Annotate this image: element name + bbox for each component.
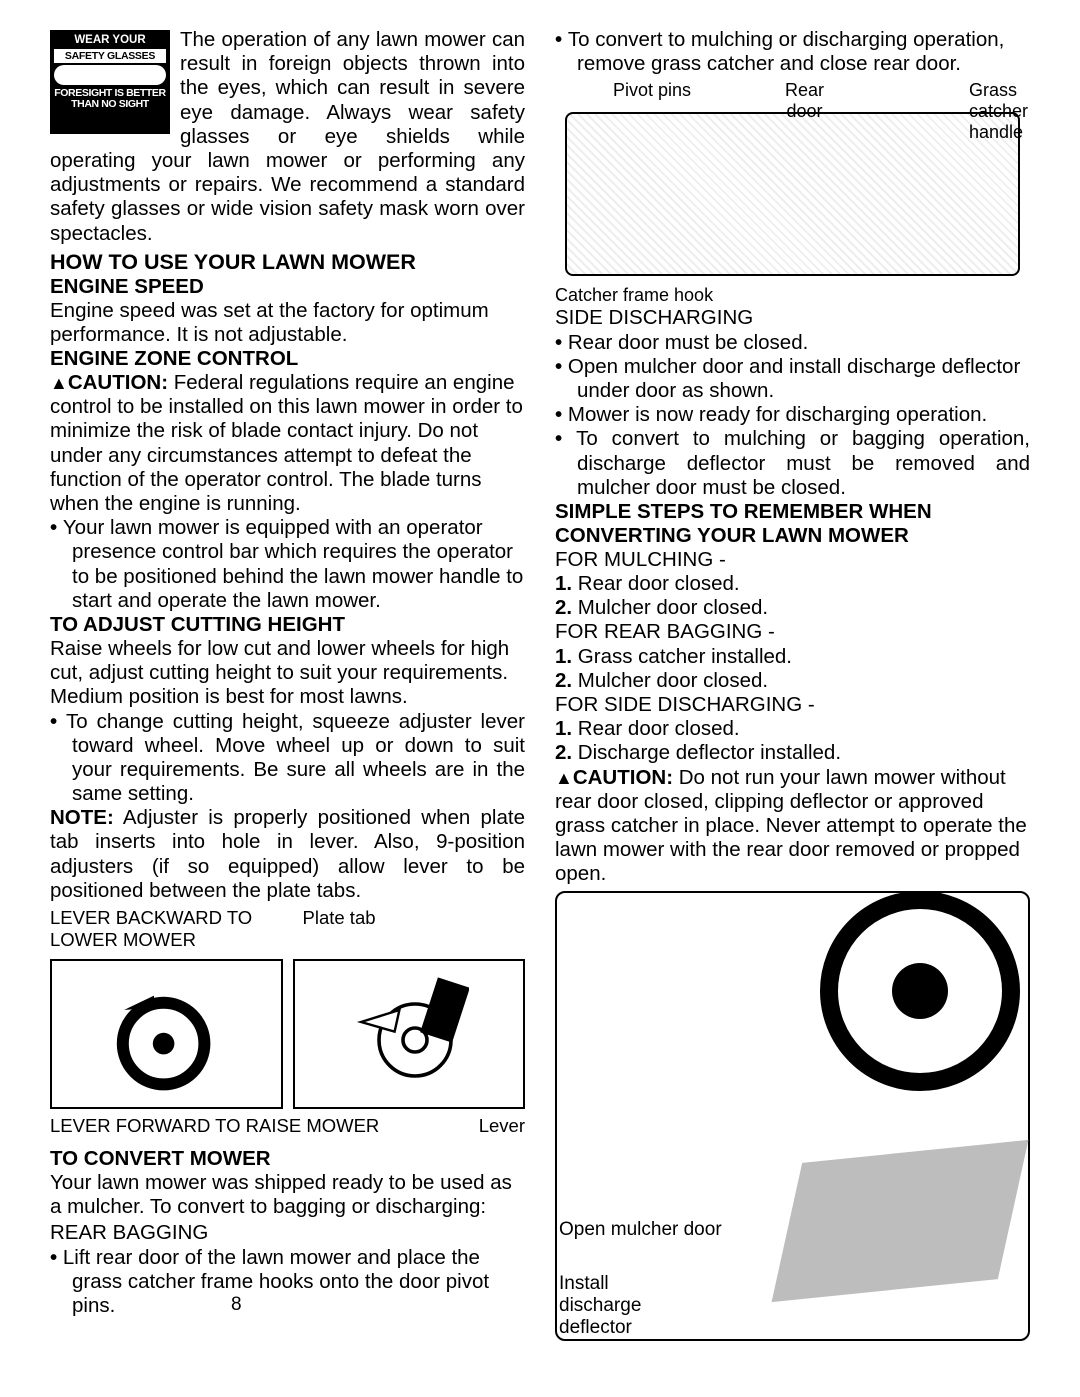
heading-rear-bagging: REAR BAGGING: [50, 1221, 525, 1245]
page-number: 8: [121, 1294, 242, 1315]
heading-for-mulching: FOR MULCHING -: [555, 548, 1030, 572]
figure-wheel-lower: [50, 959, 283, 1109]
heading-engine-zone: ENGINE ZONE CONTROL: [50, 347, 525, 371]
label-plate-tab: Plate tab: [303, 907, 526, 951]
mulch-step-1: Rear door closed.: [555, 572, 1030, 596]
label-catcher-frame-hook: Catcher frame hook: [555, 285, 713, 306]
heading-engine-speed: ENGINE SPEED: [50, 275, 525, 299]
plate-icon: [349, 974, 469, 1094]
heading-for-rear-bagging: FOR REAR BAGGING -: [555, 620, 1030, 644]
label-pivot-pins: Pivot pins: [613, 80, 691, 101]
goggles-icon: [54, 65, 166, 85]
right-top-bullet: To convert to mulching or discharging op…: [555, 28, 1030, 76]
caution-icon: ▲: [555, 768, 573, 788]
figure-discharge-deflector: Open mulcher door Installdischargedeflec…: [555, 891, 1030, 1341]
bottom-caution: ▲CAUTION: Do not run your lawn mower wit…: [555, 766, 1030, 887]
heading-adjust-height: TO ADJUST CUTTING HEIGHT: [50, 613, 525, 637]
caution-icon: ▲: [50, 373, 68, 393]
right-column: To convert to mulching or discharging op…: [555, 28, 1030, 1341]
rearbag-step-2: Mulcher door closed.: [555, 669, 1030, 693]
figure-grass-catcher: Pivot pins Reardoor Grasscatcherhandle C…: [555, 76, 1030, 306]
safety-glasses-warning-box: WEAR YOUR SAFETY GLASSES FORESIGHT IS BE…: [50, 30, 170, 134]
side-bullet-1: Rear door must be closed.: [555, 331, 1030, 355]
heading-side-discharging: SIDE DISCHARGING: [555, 306, 1030, 330]
adjust-note: NOTE: Adjuster is properly positioned wh…: [50, 806, 525, 903]
convert-paragraph: Your lawn mower was shipped ready to be …: [50, 1171, 525, 1219]
heading-convert-mower: TO CONVERT MOWER: [50, 1147, 525, 1171]
deflector-shape: [772, 1139, 1029, 1301]
heading-for-side-discharge: FOR SIDE DISCHARGING -: [555, 693, 1030, 717]
side-bullet-4: To convert to mulching or bagging operat…: [555, 427, 1030, 500]
label-rear-door: Reardoor: [785, 80, 824, 122]
figure-height-adjust: [50, 953, 525, 1115]
sided-step-2: Discharge deflector installed.: [555, 741, 1030, 765]
label-lever: Lever: [430, 1115, 525, 1137]
adjust-bullet-1: To change cutting height, squeeze adjust…: [50, 710, 525, 807]
warn-strip: SAFETY GLASSES: [54, 49, 166, 63]
engine-speed-text: Engine speed was set at the factory for …: [50, 299, 525, 347]
label-open-mulcher: Open mulcher door: [559, 1219, 722, 1241]
sided-step-1: Rear door closed.: [555, 717, 1030, 741]
rear-bag-bullet-1: Lift rear door of the lawn mower and pla…: [50, 1246, 525, 1319]
warn-top: WEAR YOUR: [50, 30, 170, 47]
side-bullet-2: Open mulcher door and install discharge …: [555, 355, 1030, 403]
wheel-icon: [106, 974, 226, 1094]
zone-caution: ▲CAUTION: Federal regulations require an…: [50, 371, 525, 516]
label-lever-forward: LEVER FORWARD TO RAISE MOWER: [50, 1115, 430, 1137]
label-install-deflector: Installdischargedeflector: [559, 1273, 641, 1339]
heading-how-to-use: HOW TO USE YOUR LAWN MOWER: [50, 250, 525, 275]
rearbag-step-1: Grass catcher installed.: [555, 645, 1030, 669]
heading-simple-steps: SIMPLE STEPS TO REMEMBER WHEN CONVERTING…: [555, 500, 1030, 548]
wheel-icon: [820, 891, 1020, 1091]
mulch-step-2: Mulcher door closed.: [555, 596, 1030, 620]
side-bullet-3: Mower is now ready for discharging opera…: [555, 403, 1030, 427]
warn-bottom: FORESIGHT IS BETTER THAN NO SIGHT: [50, 86, 170, 110]
left-column: WEAR YOUR SAFETY GLASSES FORESIGHT IS BE…: [50, 28, 525, 1341]
label-grass-catcher-handle: Grasscatcherhandle: [969, 80, 1028, 143]
label-lever-backward: LEVER BACKWARD TO LOWER MOWER: [50, 907, 273, 951]
figure-plate-tab: [293, 959, 526, 1109]
zone-bullet-1: Your lawn mower is equipped with an oper…: [50, 516, 525, 613]
adjust-paragraph: Raise wheels for low cut and lower wheel…: [50, 637, 525, 710]
